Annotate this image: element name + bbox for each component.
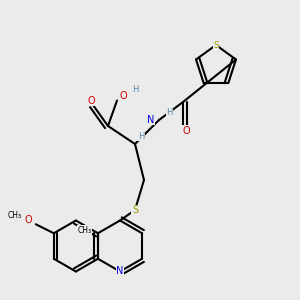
Text: N: N xyxy=(116,266,124,277)
Text: O: O xyxy=(25,215,32,225)
Text: O: O xyxy=(182,125,190,136)
Text: CH₃: CH₃ xyxy=(77,226,92,235)
Text: CH₃: CH₃ xyxy=(8,211,22,220)
Text: N: N xyxy=(147,115,154,125)
Text: O: O xyxy=(88,95,95,106)
Text: O: O xyxy=(119,91,127,101)
Text: S: S xyxy=(132,205,138,215)
Text: H: H xyxy=(138,132,144,141)
Text: S: S xyxy=(213,40,219,50)
Text: H: H xyxy=(132,85,138,94)
Text: H: H xyxy=(166,108,173,117)
